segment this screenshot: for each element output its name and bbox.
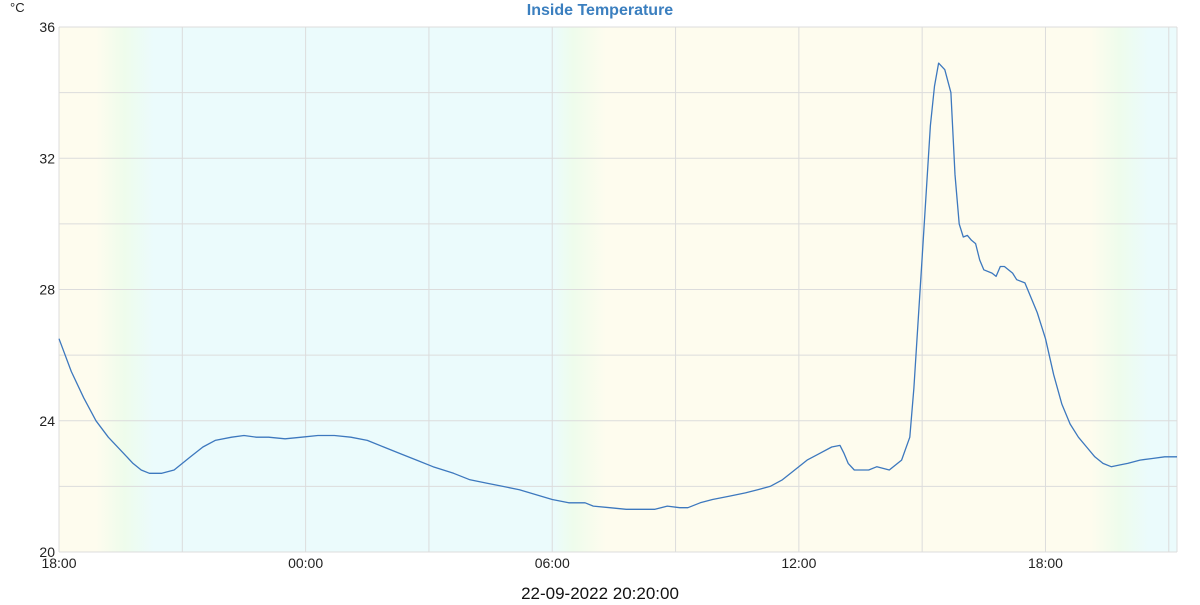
y-tick-label: 24 xyxy=(39,413,55,429)
x-tick-label: 00:00 xyxy=(288,555,323,571)
y-tick-label: 20 xyxy=(39,544,55,560)
y-tick-label: 28 xyxy=(39,282,55,298)
x-tick-label: 18:00 xyxy=(1028,555,1063,571)
y-axis-unit: °C xyxy=(10,0,25,15)
x-tick-label: 06:00 xyxy=(535,555,570,571)
x-tick-label: 18:00 xyxy=(41,555,76,571)
y-tick-label: 36 xyxy=(39,19,55,35)
x-tick-label: 12:00 xyxy=(781,555,816,571)
chart-title: Inside Temperature xyxy=(527,2,674,19)
series-line-inside-temperature xyxy=(58,62,1177,510)
timestamp-label: 22-09-2022 20:20:00 xyxy=(521,584,679,600)
y-tick-label: 32 xyxy=(39,150,55,166)
grid-lines xyxy=(58,26,1178,553)
